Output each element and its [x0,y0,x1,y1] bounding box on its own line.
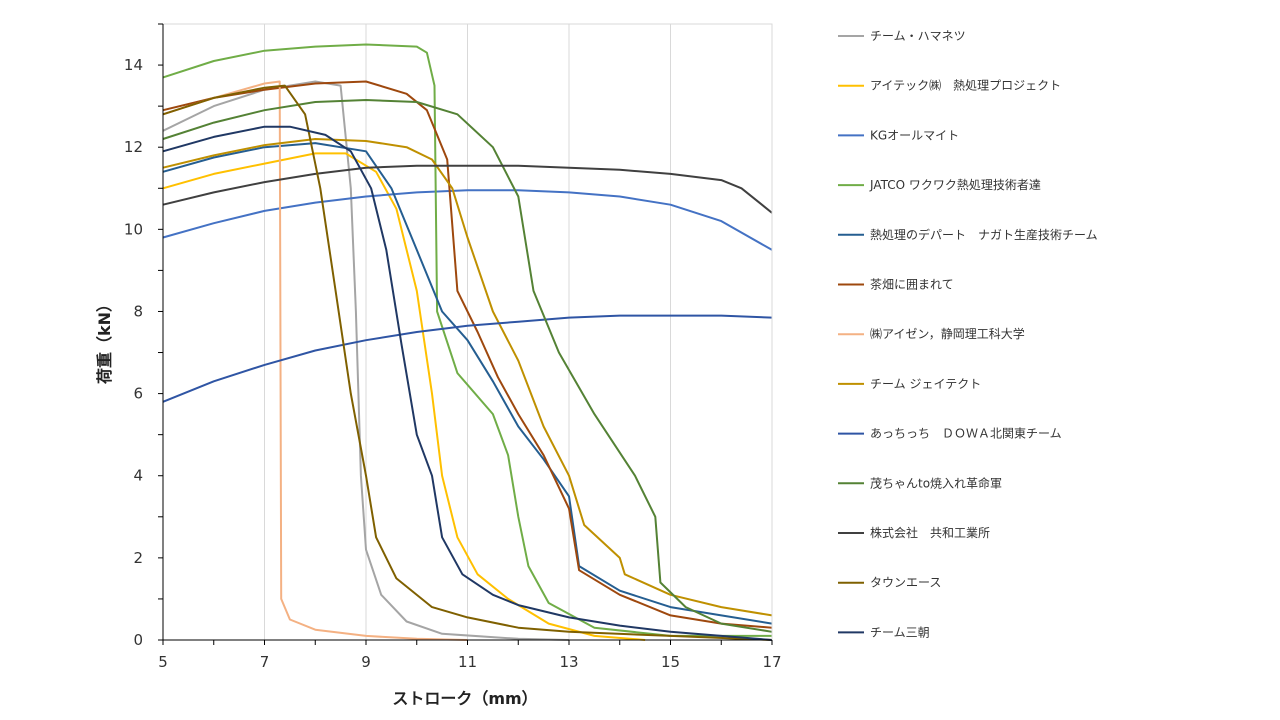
y-tick-label: 10 [124,220,143,238]
x-tick-label: 9 [361,653,371,671]
tick-labels: 5 7 9 11 13 15 17 0 2 4 6 8 10 12 14 [124,56,782,671]
legend-item-1: チーム・ハマネツ [838,29,966,43]
y-tick-label: 8 [133,302,143,320]
legend-item-12: タウンエース [838,576,941,590]
series-line-9 [162,314,773,403]
legend-item-2: アイテック㈱ 熱処理プロジェクト [838,79,1061,93]
x-tick-label: 13 [559,653,578,671]
series-line-13 [162,125,773,641]
series-line-12 [162,84,773,641]
x-tick-label: 5 [158,653,168,671]
legend-item-3: KGオールマイト [838,128,959,142]
legend-item-6: 茶畑に囲まれて [838,277,954,292]
legend-label: 茶畑に囲まれて [870,277,954,292]
y-tick-label: 14 [124,56,143,74]
legend-label: チーム ジェイテクト [870,377,981,391]
legend-label: タウンエース [870,576,941,590]
x-tick-label: 17 [762,653,781,671]
legend-item-7: ㈱アイゼン，静岡理工科大学 [838,326,1025,341]
legend-label: チーム三朝 [870,625,930,639]
series-line-8 [162,138,773,617]
plot-axes [158,23,773,645]
legend-label: あっちっち ＤＯＷＡ北関東チーム [870,427,1062,441]
series-line-11 [162,164,773,214]
legend-item-8: チーム ジェイテクト [838,377,981,391]
legend-item-13: チーム三朝 [838,625,930,639]
y-tick-label: 4 [133,467,143,485]
y-tick-label: 6 [133,385,143,403]
series-line-2 [162,152,646,641]
series-line-10 [162,99,773,633]
legend-label: 茂ちゃんto焼入れ革命軍 [870,475,1002,490]
y-tick-label: 0 [133,631,143,649]
legend-label: KGオールマイト [870,128,959,142]
legend-item-11: 株式会社 共和工業所 [838,525,990,540]
x-tick-label: 15 [661,653,680,671]
legend-item-4: JATCO ワクワク熱処理技術者達 [838,178,1041,192]
legend-item-5: 熱処理のデパート ナガト生産技術チーム [838,227,1098,242]
x-tick-label: 7 [260,653,270,671]
y-tick-label: 2 [133,549,143,567]
x-tick-label: 11 [458,653,477,671]
plot-series [162,43,773,641]
series-line-3 [162,189,773,251]
y-axis-title: 荷重（kN） [95,296,114,384]
series-line-7 [162,80,468,641]
legend-label: JATCO ワクワク熱処理技術者達 [869,178,1041,192]
legend-label: 熱処理のデパート ナガト生産技術チーム [870,227,1098,242]
series-line-4 [162,43,772,637]
legend-label: チーム・ハマネツ [870,29,966,43]
legend-item-9: あっちっち ＤＯＷＡ北関東チーム [838,427,1062,441]
y-tick-label: 12 [124,138,143,156]
legend-item-10: 茂ちゃんto焼入れ革命軍 [838,475,1002,490]
series-line-5 [162,142,773,625]
legend-label: 株式会社 共和工業所 [870,525,990,540]
series-line-6 [162,80,773,629]
legend-label: ㈱アイゼン，静岡理工科大学 [870,326,1025,341]
legend-label: アイテック㈱ 熱処理プロジェクト [870,79,1061,93]
x-axis-title: ストローク（mm） [392,689,537,708]
